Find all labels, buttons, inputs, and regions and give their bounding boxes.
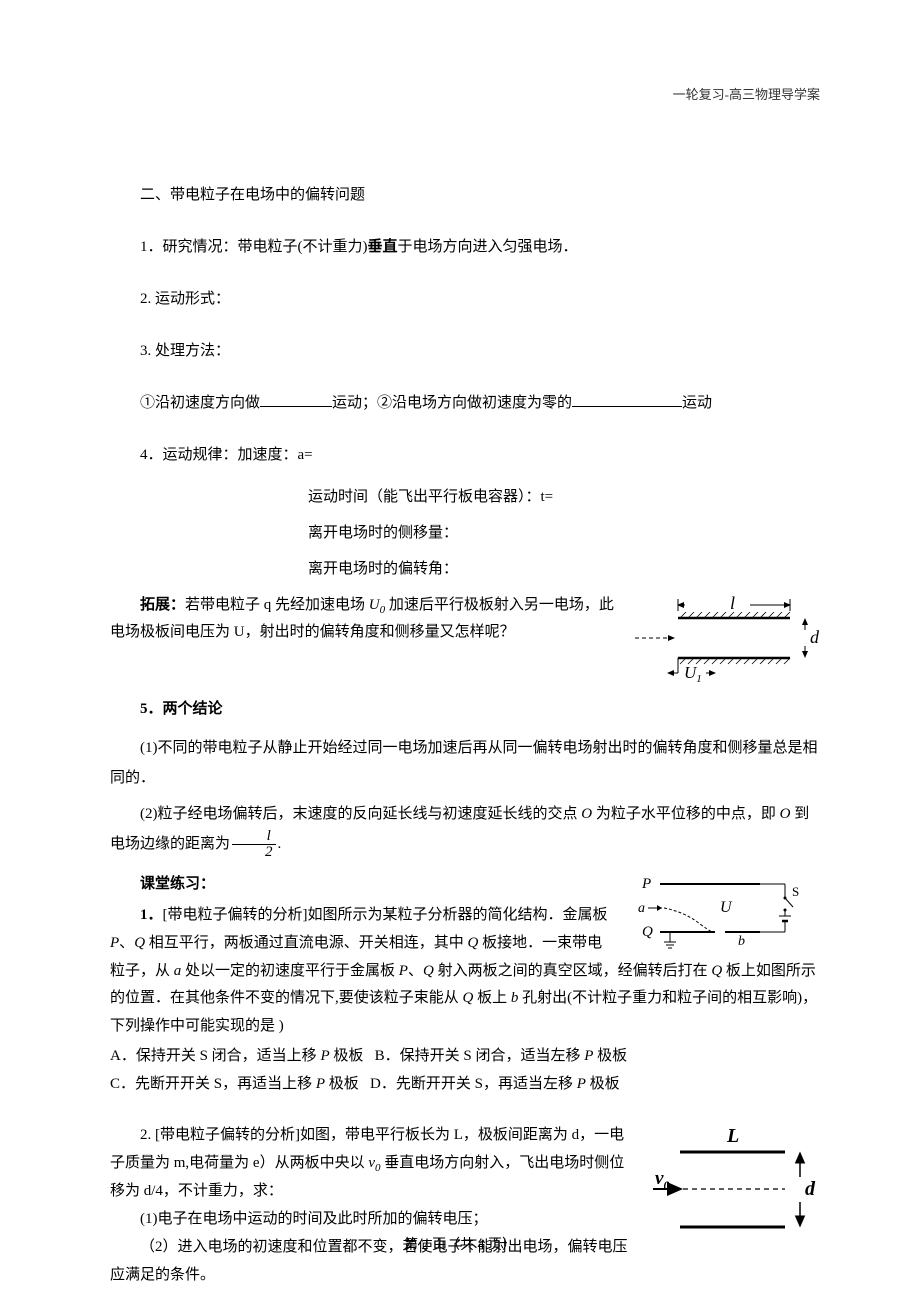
txt: 若带电粒子 q 先经加速电场 — [185, 597, 369, 613]
label-U1: U1 — [684, 663, 702, 683]
txt: 运动 — [682, 395, 712, 411]
txt: 处以一定的初速度平行于金属板 — [181, 963, 399, 979]
para-research: 1．研究情况：带电粒子(不计重力)垂直于电场方向进入匀强电场． — [110, 235, 820, 259]
var-P: P — [316, 1076, 325, 1092]
txt: 、 — [408, 963, 423, 979]
options: A．保持开关 S 闭合，适当上移 P 极板 B．保持开关 S 闭合，适当左移 P… — [110, 1043, 820, 1099]
label-d: d — [810, 627, 820, 647]
question-1: P Q a b U S 1．[带电粒子偏转的分析]如图所示为某粒子分析器的简化结… — [110, 902, 820, 1098]
deflection-diagram: l d U1 — [630, 593, 820, 683]
opt-d[interactable]: D．先断开开关 S，再适当左移 — [370, 1076, 577, 1092]
var-P: P — [399, 963, 408, 979]
var-v: v — [368, 1155, 375, 1171]
txt: 极板 — [586, 1076, 620, 1092]
sub-angle: 离开电场时的偏转角： — [308, 557, 820, 581]
txt: 于电场方向进入匀强电场． — [398, 239, 578, 255]
q1-tag: [带电粒子偏转的分析] — [163, 907, 308, 923]
opt-b[interactable]: B．保持开关 S 闭合，适当左移 — [375, 1048, 585, 1064]
sub-time: 运动时间（能飞出平行板电容器）：t= — [308, 485, 820, 509]
txt: 为粒子水平位移的中点，即 — [592, 806, 780, 822]
var-P: P — [320, 1048, 329, 1064]
q2-num: 2. — [140, 1127, 151, 1143]
page-footer: 第 2 页（共 4 页） — [0, 1235, 920, 1257]
txt: 1．研究情况：带电粒子(不计重力) — [140, 239, 368, 255]
label-Q: Q — [642, 924, 653, 940]
label-d: d — [805, 1178, 816, 1200]
txt: . — [278, 836, 282, 852]
para-method: 3. 处理方法： — [110, 339, 820, 363]
header-course: 一轮复习-高三物理导学案 — [673, 85, 820, 106]
var-Q: Q — [134, 935, 145, 951]
blank-1[interactable] — [260, 392, 332, 407]
analyzer-diagram: P Q a b U S — [620, 872, 820, 957]
electron-diagram: L v0 d — [645, 1122, 820, 1242]
para-fill-blank: ①沿初速度方向做 运动；②沿电场方向做初速度为零的 运动 — [110, 391, 820, 415]
var-P: P — [110, 935, 119, 951]
section-2-title: 二、带电粒子在电场中的偏转问题 — [110, 183, 820, 207]
conclusion-2: (2)粒子经电场偏转后，末速度的反向延长线与初速度延长线的交点 O 为粒子水平位… — [110, 799, 820, 860]
txt: 运动；②沿电场方向做初速度为零的 — [332, 395, 572, 411]
conclusion-1: (1)不同的带电粒子从静止开始经过同一电场加速后再从同一偏转电场射出时的偏转角度… — [110, 733, 820, 793]
txt: 极板 — [330, 1048, 364, 1064]
var-O: O — [581, 806, 592, 822]
conclusions-title: 5．两个结论 — [110, 697, 820, 721]
var-Q: Q — [463, 990, 474, 1006]
txt: 、 — [119, 935, 134, 951]
label-S: S — [792, 884, 799, 899]
txt-bold: 垂直 — [368, 239, 398, 255]
var-Q: Q — [423, 963, 434, 979]
label-a: a — [638, 901, 645, 916]
opt-a[interactable]: A．保持开关 S 闭合，适当上移 — [110, 1048, 320, 1064]
txt: 板上 — [473, 990, 511, 1006]
label-v0: v0 — [655, 1168, 669, 1192]
q2-tag: [带电粒子偏转的分析] — [151, 1127, 300, 1143]
txt: ①沿初速度方向做 — [140, 395, 260, 411]
label-l: l — [730, 593, 735, 613]
var-Q: Q — [468, 935, 479, 951]
blank-2[interactable] — [572, 392, 682, 407]
expand-label: 拓展： — [140, 597, 185, 613]
label-U: U — [720, 899, 733, 916]
sub-displacement: 离开电场时的侧移量： — [308, 521, 820, 545]
var-U: U — [369, 597, 380, 613]
question-2: L v0 d 2. [带电粒子偏转的分析]如图，带电平行板长为 L，极板间距离为… — [110, 1122, 820, 1289]
opt-c[interactable]: C．先断开开关 S，再适当上移 — [110, 1076, 316, 1092]
var-O: O — [780, 806, 791, 822]
var-Q: Q — [711, 963, 722, 979]
txt: 极板 — [593, 1048, 627, 1064]
fraction-l-2: l2 — [232, 829, 276, 860]
txt: (2)粒子经电场偏转后，末速度的反向延长线与初速度延长线的交点 — [140, 806, 581, 822]
txt: 极板 — [325, 1076, 359, 1092]
txt: 相互平行，两板通过直流电源、开关相连，其中 — [145, 935, 468, 951]
label-b: b — [738, 934, 745, 949]
label-L: L — [726, 1125, 739, 1147]
para-motion-form: 2. 运动形式： — [110, 287, 820, 311]
label-P: P — [641, 876, 651, 892]
var-P: P — [577, 1076, 586, 1092]
q1-num: 1． — [140, 907, 163, 923]
txt: 射入两板之间的真空区域，经偏转后打在 — [434, 963, 712, 979]
expand-row: 拓展：若带电粒子 q 先经加速电场 U0 加速后平行极板射入另一电场，此电场极板… — [110, 593, 820, 683]
para-law: 4．运动规律：加速度：a= — [110, 443, 820, 467]
txt: 如图所示为某粒子分析器的简化结构．金属板 — [308, 907, 608, 923]
expand-text: 拓展：若带电粒子 q 先经加速电场 U0 加速后平行极板射入另一电场，此电场极板… — [110, 593, 622, 644]
